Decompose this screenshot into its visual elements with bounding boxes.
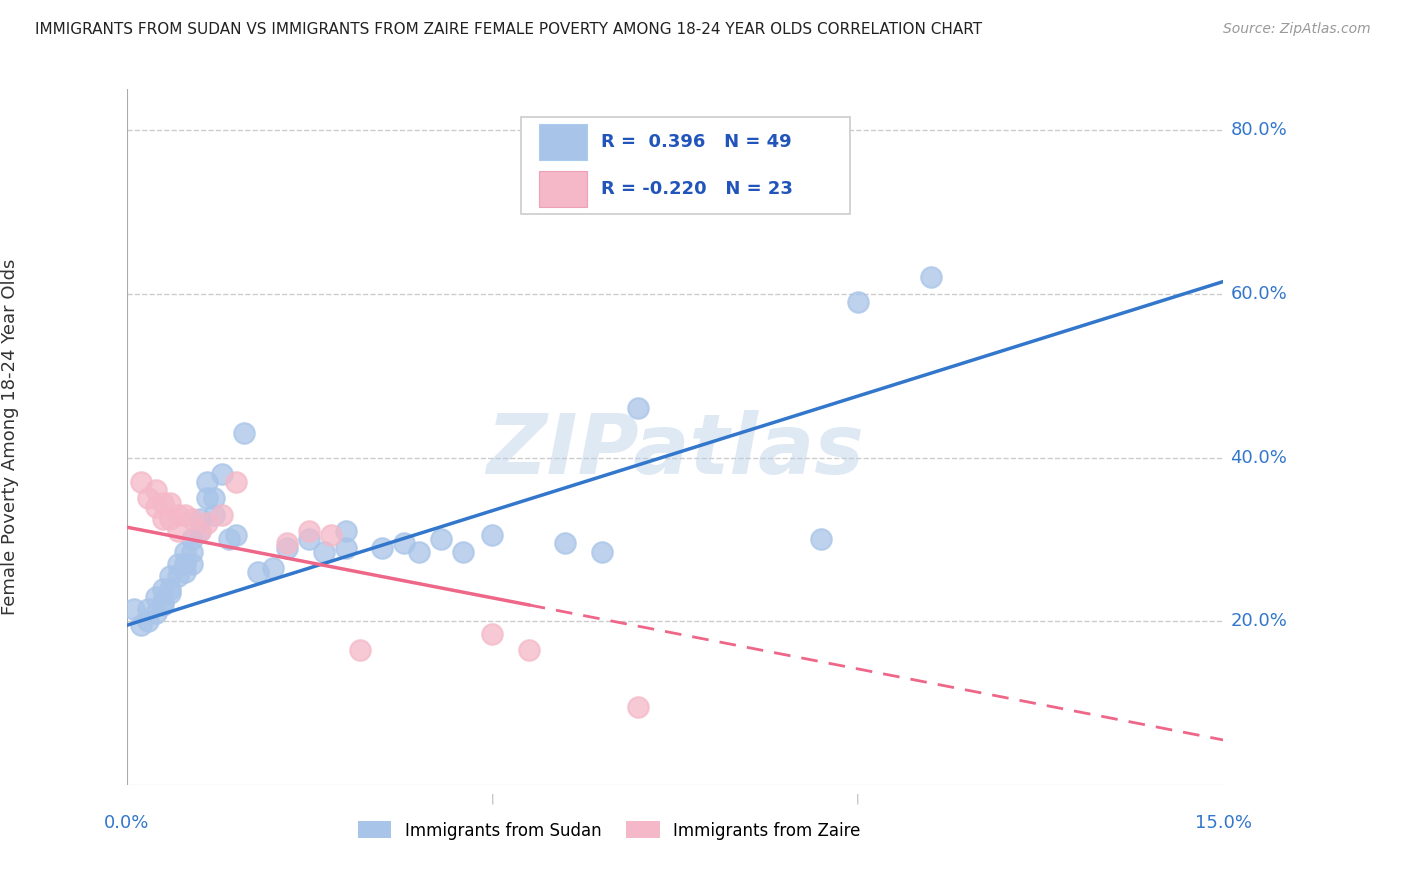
Point [335, 524, 357, 539]
Point [188, 512, 211, 526]
FancyBboxPatch shape [538, 171, 588, 208]
Point [394, 536, 416, 550]
Point [181, 557, 204, 571]
Point [225, 528, 247, 542]
Point [166, 524, 188, 539]
Point [174, 508, 197, 522]
Point [430, 533, 453, 547]
Point [202, 508, 225, 522]
Point [195, 475, 218, 489]
FancyBboxPatch shape [538, 124, 588, 161]
Text: 60.0%: 60.0% [1230, 285, 1288, 303]
Point [349, 643, 371, 657]
Point [408, 544, 430, 558]
Point [166, 569, 188, 583]
Point [232, 425, 254, 440]
Text: |: | [491, 793, 494, 804]
Point [810, 533, 832, 547]
Point [174, 544, 197, 558]
Point [276, 541, 298, 555]
Point [152, 598, 174, 612]
Point [129, 618, 152, 632]
Point [451, 544, 474, 558]
Point [247, 565, 270, 579]
Point [166, 508, 188, 522]
Text: ZIPatlas: ZIPatlas [486, 410, 863, 491]
Point [298, 533, 321, 547]
Point [159, 582, 181, 596]
Point [225, 475, 247, 489]
Point [152, 512, 174, 526]
Text: |: | [856, 793, 859, 804]
Point [166, 557, 188, 571]
Text: 15.0%: 15.0% [1195, 814, 1251, 831]
Point [846, 295, 869, 310]
Text: IMMIGRANTS FROM SUDAN VS IMMIGRANTS FROM ZAIRE FEMALE POVERTY AMONG 18-24 YEAR O: IMMIGRANTS FROM SUDAN VS IMMIGRANTS FROM… [35, 22, 983, 37]
Point [145, 500, 167, 514]
Point [181, 544, 204, 558]
FancyBboxPatch shape [522, 117, 851, 214]
Point [159, 495, 181, 509]
Point [188, 524, 211, 539]
Text: 0.0%: 0.0% [104, 814, 149, 831]
Point [298, 524, 321, 539]
Point [159, 585, 181, 599]
Point [152, 582, 174, 596]
Text: 40.0%: 40.0% [1230, 449, 1288, 467]
Point [481, 528, 503, 542]
Point [174, 557, 197, 571]
Text: 20.0%: 20.0% [1230, 612, 1288, 631]
Point [152, 594, 174, 608]
Point [312, 544, 335, 558]
Point [181, 533, 204, 547]
Point [181, 512, 204, 526]
Point [138, 491, 160, 506]
Point [276, 536, 298, 550]
Point [159, 569, 181, 583]
Point [138, 602, 160, 616]
Point [321, 528, 343, 542]
Point [195, 491, 218, 506]
Point [481, 626, 503, 640]
Point [262, 561, 284, 575]
Point [211, 508, 233, 522]
Point [627, 700, 650, 714]
Point [202, 491, 225, 506]
Point [138, 614, 160, 628]
Point [371, 541, 394, 555]
Point [145, 590, 167, 604]
Point [591, 544, 613, 558]
Point [129, 475, 152, 489]
Point [517, 643, 540, 657]
Text: R =  0.396   N = 49: R = 0.396 N = 49 [602, 133, 792, 151]
Point [218, 533, 240, 547]
Point [145, 606, 167, 620]
Text: Source: ZipAtlas.com: Source: ZipAtlas.com [1223, 22, 1371, 37]
Point [122, 602, 145, 616]
Point [335, 541, 357, 555]
Point [920, 270, 942, 285]
Point [211, 467, 233, 481]
Point [195, 516, 218, 530]
Point [188, 524, 211, 539]
Text: 80.0%: 80.0% [1230, 121, 1288, 139]
Text: R = -0.220   N = 23: R = -0.220 N = 23 [602, 180, 793, 198]
Text: Female Poverty Among 18-24 Year Olds: Female Poverty Among 18-24 Year Olds [0, 259, 18, 615]
Point [152, 495, 174, 509]
Point [627, 401, 650, 416]
Point [159, 512, 181, 526]
Point [174, 565, 197, 579]
Point [554, 536, 576, 550]
Point [145, 483, 167, 498]
Legend: Immigrants from Sudan, Immigrants from Zaire: Immigrants from Sudan, Immigrants from Z… [352, 814, 868, 847]
